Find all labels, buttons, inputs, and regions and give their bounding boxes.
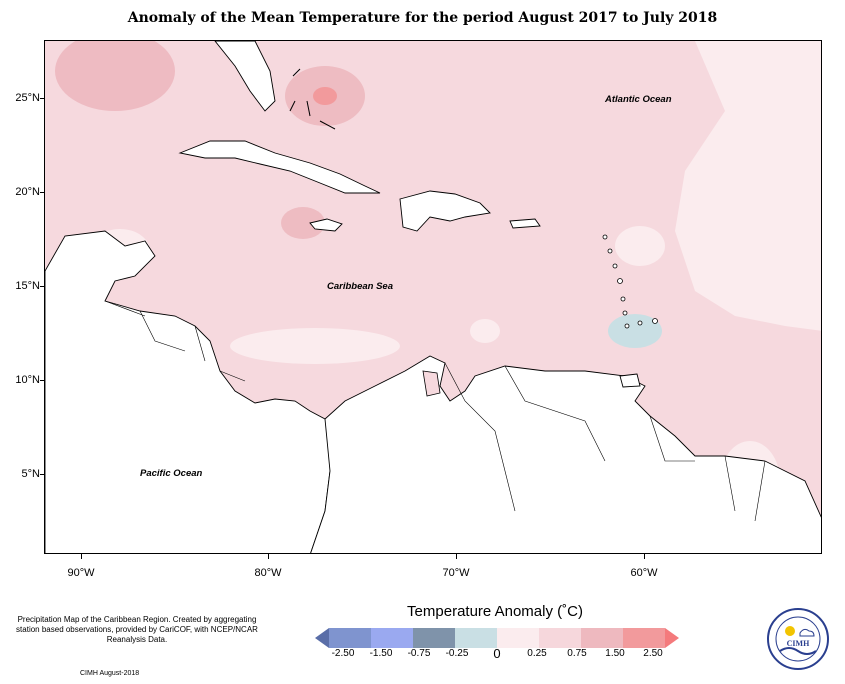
- lon-tickmark: [268, 554, 269, 559]
- lon-label-60w: 60°W: [630, 567, 658, 579]
- cuba-landmass: [178, 140, 381, 194]
- lon-tickmark: [81, 554, 82, 559]
- warm-anomaly-gulf: [55, 41, 175, 111]
- map-description: Precipitation Map of the Caribbean Regio…: [16, 615, 258, 644]
- trinidad-landmass: [619, 373, 641, 388]
- lon-label-70w: 70°W: [442, 567, 470, 579]
- lat-tickmark: [40, 474, 44, 475]
- map-title: Anomaly of the Mean Temperature for the …: [127, 10, 718, 26]
- country-borders: [104, 300, 766, 522]
- lat-label-5n: 5°N: [21, 468, 40, 480]
- weak-anomaly-southern-caribbean: [230, 328, 400, 364]
- puerto-rico-landmass: [509, 218, 541, 229]
- lon-tickmark: [456, 554, 457, 559]
- legend-label: -0.75: [407, 648, 431, 659]
- legend-label: -0.25: [445, 648, 469, 659]
- legend-label: 0.75: [567, 648, 587, 659]
- legend-colorbar: [315, 628, 679, 648]
- bahamas-islands: [289, 68, 336, 130]
- lon-tickmark: [644, 554, 645, 559]
- weak-anomaly-abc-islands: [470, 319, 500, 343]
- legend-swatch: [497, 628, 539, 648]
- atlantic-ocean-label: Atlantic Ocean: [605, 94, 672, 105]
- lat-label-25n: 25°N: [15, 92, 40, 104]
- legend-swatch: [315, 628, 329, 648]
- lat-tickmark: [40, 380, 44, 381]
- lat-tickmark: [40, 192, 44, 193]
- cloud-icon: [799, 628, 815, 637]
- legend-swatch: [371, 628, 413, 648]
- legend-title: Temperature Anomaly (˚C): [407, 603, 583, 620]
- legend-swatch: [665, 628, 679, 648]
- legend-swatch: [623, 628, 665, 648]
- lat-tickmark: [40, 98, 44, 99]
- coastlines: [45, 41, 821, 553]
- legend-swatch: [413, 628, 455, 648]
- lat-tickmark: [40, 286, 44, 287]
- legend-label: -2.50: [331, 648, 355, 659]
- legend-label: 0: [493, 646, 501, 661]
- legend-swatch: [455, 628, 497, 648]
- florida-landmass: [214, 41, 276, 112]
- wave-icon: [779, 647, 817, 655]
- caribbean-sea-label: Caribbean Sea: [327, 281, 393, 292]
- weak-anomaly-atlantic: [675, 41, 821, 331]
- legend-label: 2.50: [643, 648, 663, 659]
- lon-label-90w: 90°W: [67, 567, 95, 579]
- jamaica-landmass: [309, 218, 343, 232]
- lesser-antilles-islands: [602, 234, 658, 329]
- lake-maracaibo: [422, 370, 441, 397]
- hispaniola-landmass: [399, 190, 491, 232]
- cimh-logo: CIMH: [767, 608, 829, 670]
- warm-anomaly-jamaica: [281, 207, 325, 239]
- map-credit: CIMH August-2018: [80, 670, 140, 677]
- strong-warm-anomaly-bahamas: [313, 87, 337, 105]
- lat-label-15n: 15°N: [15, 280, 40, 292]
- legend-label: 0.25: [527, 648, 547, 659]
- map-panel: Atlantic Ocean Caribbean Sea Pacific Oce…: [44, 40, 822, 554]
- lat-label-10n: 10°N: [15, 374, 40, 386]
- legend-label: 1.50: [605, 648, 625, 659]
- pacific-ocean-label: Pacific Ocean: [140, 468, 203, 479]
- legend-swatch: [539, 628, 581, 648]
- cool-anomaly-windwards: [608, 314, 662, 348]
- legend-label: -1.50: [369, 648, 393, 659]
- legend-swatch: [329, 628, 371, 648]
- temperature-anomaly-map: [45, 41, 821, 553]
- sun-icon: [785, 626, 795, 636]
- weak-anomaly-leewards: [615, 226, 665, 266]
- logo-text: CIMH: [787, 639, 810, 648]
- lon-label-80w: 80°W: [254, 567, 282, 579]
- legend-swatch: [581, 628, 623, 648]
- lat-label-20n: 20°N: [15, 186, 40, 198]
